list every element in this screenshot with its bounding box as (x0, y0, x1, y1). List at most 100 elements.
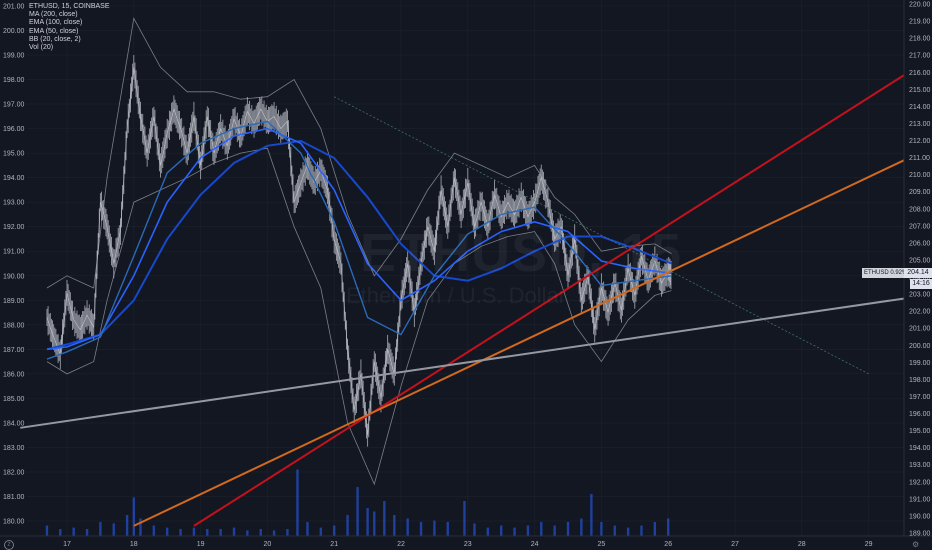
right-axis-label: 189.00 (909, 531, 931, 538)
volume-bar (613, 525, 616, 536)
volume-bar (513, 527, 516, 536)
time-axis-label: 25 (598, 541, 606, 548)
volume-bar (626, 527, 630, 536)
left-axis-label: 183.00 (3, 445, 25, 452)
volume-bar (446, 522, 449, 536)
ma200-line (46, 139, 672, 351)
volume-bar (486, 527, 490, 536)
right-axis-label: 215.00 (909, 87, 931, 94)
legend-ma200[interactable]: MA (200, close) (29, 11, 78, 19)
volume-bar (540, 522, 543, 536)
right-axis-label: 212.00 (909, 138, 931, 145)
volume-bar (272, 530, 276, 536)
chart-legend: ETHUSD, 15, COINBASE MA (200, close) EMA… (29, 3, 110, 52)
bb-upper-line (46, 17, 672, 289)
price-line (46, 67, 672, 436)
left-axis-label: 182.00 (3, 469, 25, 476)
left-axis-label: 185.00 (3, 396, 25, 403)
volume-bar (393, 515, 396, 536)
volume-bar (179, 529, 182, 536)
right-axis-label: 219.00 (909, 19, 931, 26)
left-axis-label: 180.00 (3, 519, 25, 526)
left-axis-label: 192.00 (3, 224, 25, 231)
right-axis-label: 204.00 (909, 275, 931, 282)
last-price-tag: 204.14 (904, 268, 932, 278)
volume-bar (526, 525, 530, 536)
moving-averages (46, 120, 672, 360)
volume-bar (500, 525, 503, 536)
legend-title[interactable]: ETHUSD, 15, COINBASE (29, 3, 110, 10)
right-axis-label: 206.00 (909, 240, 931, 247)
volume-bar (653, 522, 657, 536)
right-axis-label: 193.00 (909, 462, 931, 469)
legend-ema50[interactable]: EMA (50, close) (29, 27, 79, 35)
right-axis-label: 202.00 (909, 309, 931, 316)
time-axis-label: 19 (197, 541, 205, 548)
legend-volume[interactable]: Vol (20) (29, 44, 54, 52)
right-axis-label: 205.00 (909, 257, 931, 264)
volume-bar (433, 520, 436, 536)
left-axis-label: 184.00 (3, 420, 25, 427)
trendline-green (334, 96, 869, 375)
time-axis-label: 23 (464, 541, 472, 548)
right-axis-label: 201.00 (909, 326, 931, 333)
right-axis-label: 198.00 (909, 377, 931, 384)
right-axis-label: 195.00 (909, 428, 931, 435)
volume-bar (85, 529, 89, 536)
volume-bar (286, 529, 289, 536)
right-axis-label: 209.00 (909, 189, 931, 196)
price-candles (46, 55, 672, 447)
time-axis[interactable]: 17 18 19 20 21 22 23 24 25 26 27 28 29 (0, 535, 932, 548)
bollinger-bands (46, 17, 672, 486)
volume-bar (219, 529, 222, 536)
watermark-name: Ethereum / U.S. Dollar (346, 283, 567, 308)
right-axis-label: 214.00 (909, 104, 931, 111)
right-axis-label: 190.00 (909, 513, 931, 520)
time-axis-label: 20 (264, 541, 272, 548)
trendline-orange (133, 157, 910, 527)
time-axis-label: 17 (63, 541, 71, 548)
volume-bar (406, 518, 409, 536)
left-axis-label: 191.00 (3, 249, 25, 256)
trendlines[interactable] (20, 71, 910, 527)
right-axis-label: 207.00 (909, 223, 931, 230)
watermark-symbol: ETHUSD, 15 (360, 223, 683, 283)
volume-bar (59, 529, 62, 536)
trendline-red (193, 71, 910, 527)
legend-bb[interactable]: BB (20, close, 2) (29, 35, 81, 43)
volume-bar (333, 525, 336, 536)
volume-bar (232, 527, 236, 536)
left-axis-label: 194.00 (3, 175, 25, 182)
right-axis-label: 218.00 (909, 36, 931, 43)
right-axis-label: 208.00 (909, 206, 931, 213)
symbol-change-tag: ETHUSD 0.92% (862, 268, 908, 278)
right-axis-label: 220.00 (909, 2, 931, 9)
timezone-icon[interactable]: Z (4, 540, 14, 550)
volume-bar (139, 518, 142, 536)
volume-bar (306, 522, 309, 536)
volume-bar (152, 525, 156, 536)
right-axis-label: 211.00 (909, 155, 930, 162)
gear-icon[interactable]: ⚙ (912, 540, 920, 549)
bar-countdown-tag: 14:16 (910, 279, 932, 289)
bb-lower-line (46, 147, 672, 486)
ema50-line (46, 120, 672, 360)
right-axis-label: 194.00 (909, 445, 931, 452)
time-axis-label: 24 (531, 541, 539, 548)
left-axis-label: 190.00 (3, 273, 25, 280)
left-price-axis[interactable]: 180.00 181.00 182.00 183.00 184.00 185.00 186.… (3, 4, 25, 526)
left-axis-label: 181.00 (3, 494, 25, 501)
time-axis-label: 27 (731, 541, 739, 548)
volume-bar (246, 530, 249, 536)
legend-ema100[interactable]: EMA (100, close) (29, 19, 83, 27)
left-axis-label: 198.00 (3, 77, 25, 84)
left-axis-label: 196.00 (3, 126, 25, 133)
right-axis-label: 216.00 (909, 70, 931, 77)
right-axis-label: 213.00 (909, 121, 931, 128)
right-axis-label: 197.00 (909, 394, 931, 401)
left-axis-label: 200.00 (3, 28, 25, 35)
time-axis-label: 28 (798, 541, 806, 548)
volume-bar (132, 497, 135, 536)
volume-bar (72, 527, 75, 536)
